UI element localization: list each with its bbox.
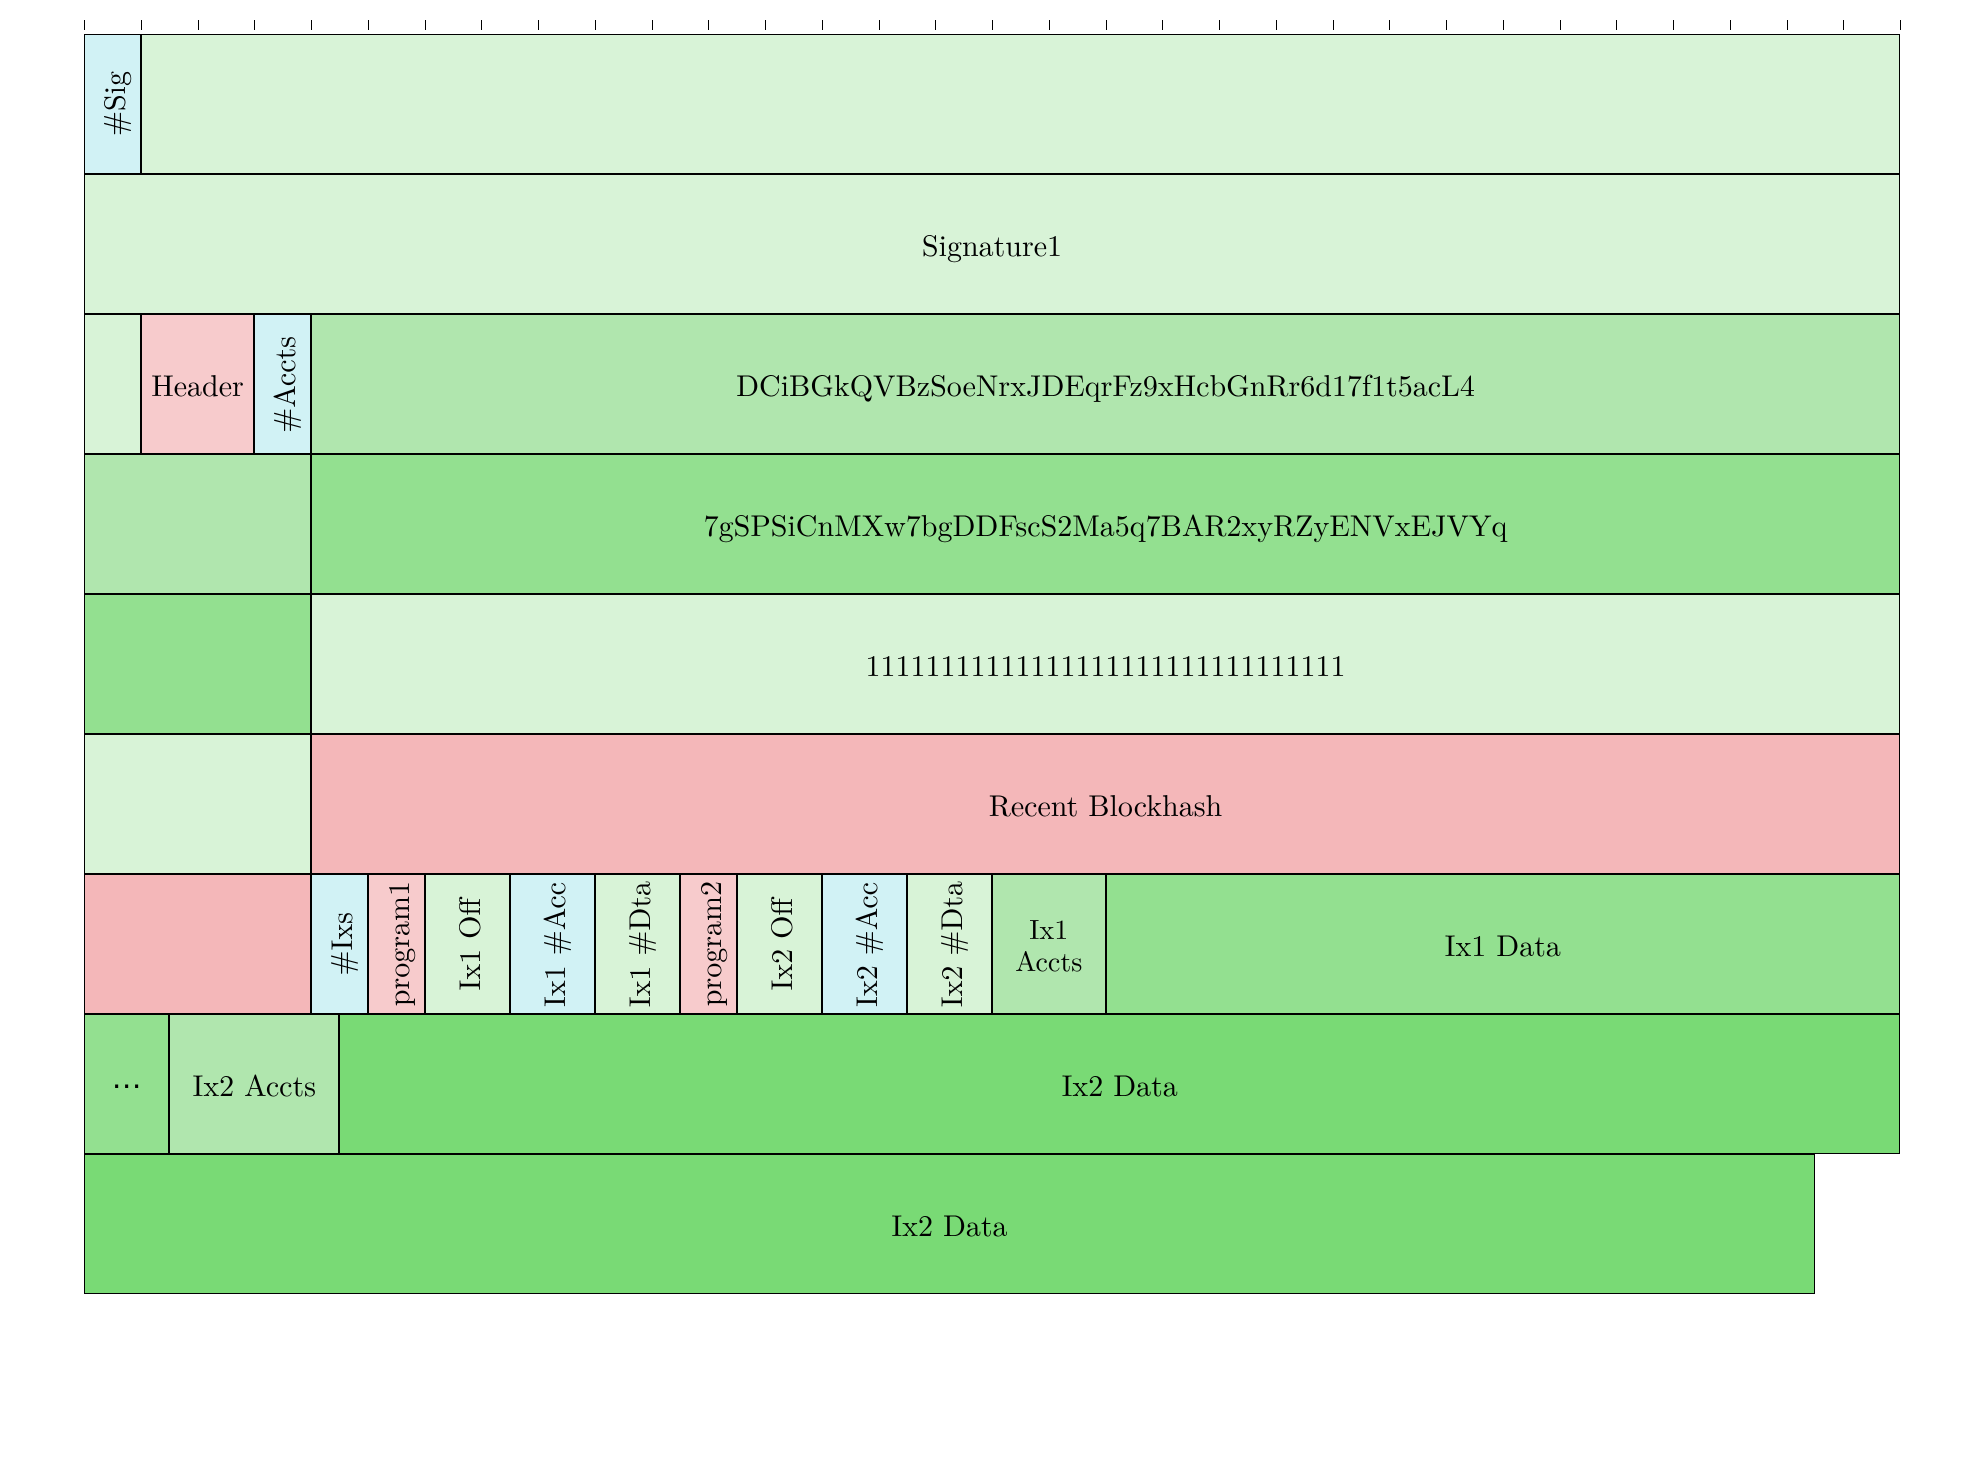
byte-tick — [765, 20, 766, 30]
layout-cell — [84, 734, 311, 874]
byte-tick — [652, 20, 653, 30]
byte-tick — [879, 20, 880, 30]
byte-tick — [425, 20, 426, 30]
cell-label: Ix2 Accts — [187, 1067, 322, 1102]
layout-cell: Ix2 Off — [737, 874, 822, 1014]
layout-cell: Signature1 — [84, 174, 1900, 314]
byte-tick — [311, 20, 312, 30]
layout-row: #Sig — [84, 34, 1900, 174]
layout-grid: #Sig Signature1 Header #Accts DCiBGkQVBzSoeN… — [84, 34, 1900, 1294]
layout-cell: program2 — [680, 874, 737, 1014]
cell-label: Ix1 #Acc — [531, 882, 574, 1007]
byte-tick — [1503, 20, 1504, 30]
layout-row: 7gSPSiCnMXw7bgDDFscS2Ma5q7BAR2xyRZyENVxE… — [84, 454, 1900, 594]
layout-cell: 7gSPSiCnMXw7bgDDFscS2Ma5q7BAR2xyRZyENVxE… — [311, 454, 1900, 594]
byte-tick — [368, 20, 369, 30]
byte-tick — [1616, 20, 1617, 30]
layout-cell: Recent Blockhash — [311, 734, 1900, 874]
byte-tick — [1787, 20, 1788, 30]
byte-tick — [935, 20, 936, 30]
cell-label: program2 — [687, 881, 730, 1006]
layout-cell: ⋯ — [84, 1014, 169, 1154]
cell-label: Header — [145, 367, 250, 402]
cell-label: Signature1 — [916, 227, 1068, 262]
cell-label: #Sig — [91, 71, 134, 136]
byte-tick — [1219, 20, 1220, 30]
cell-label: ⋯ — [106, 1067, 148, 1102]
byte-tick — [1730, 20, 1731, 30]
cell-label: Ix2 Data — [885, 1207, 1013, 1242]
layout-cell: #Accts — [254, 314, 311, 454]
byte-tick — [822, 20, 823, 30]
byte-tick — [1333, 20, 1334, 30]
byte-tick — [198, 20, 199, 30]
cell-label: program1 — [375, 881, 418, 1006]
layout-row: 11111111111111111111111111111111 — [84, 594, 1900, 734]
layout-row: Ix2 Data — [84, 1154, 1900, 1294]
cell-label: #Accts — [261, 336, 304, 433]
byte-tick — [1389, 20, 1390, 30]
layout-cell: program1 — [368, 874, 425, 1014]
layout-cell: Ix2 #Dta — [907, 874, 992, 1014]
byte-tick — [1049, 20, 1050, 30]
layout-cell: Ix2 #Acc — [822, 874, 907, 1014]
cell-label: Ix1 Off — [446, 898, 489, 991]
layout-row: Signature1 — [84, 174, 1900, 314]
layout-cell: Header — [141, 314, 255, 454]
layout-row: Recent Blockhash — [84, 734, 1900, 874]
layout-cell: Ix2 Data — [84, 1154, 1815, 1294]
byte-tick — [1843, 20, 1844, 30]
cell-label: #Ixs — [318, 912, 361, 975]
byte-layout-diagram: #Sig Signature1 Header #Accts DCiBGkQVBzSoeN… — [84, 20, 1900, 1294]
cell-label: 7gSPSiCnMXw7bgDDFscS2Ma5q7BAR2xyRZyENVxE… — [698, 507, 1514, 542]
byte-tick — [254, 20, 255, 30]
layout-cell: Ix2 Data — [339, 1014, 1900, 1154]
byte-tick — [1900, 20, 1901, 30]
byte-tick — [1276, 20, 1277, 30]
layout-cell: Ix1 #Dta — [595, 874, 680, 1014]
layout-cell: Ix1 Accts — [992, 874, 1106, 1014]
layout-cell: #Sig — [84, 34, 141, 174]
layout-cell — [84, 874, 311, 1014]
cell-label: 11111111111111111111111111111111 — [860, 647, 1352, 682]
cell-label: DCiBGkQVBzSoeNrxJDEqrFz9xHcbGnRr6d17f1t5… — [730, 367, 1481, 402]
layout-cell: Ix1 Off — [425, 874, 510, 1014]
cell-label: Ix1 #Dta — [616, 881, 659, 1007]
byte-ruler — [84, 20, 1900, 34]
byte-tick — [1106, 20, 1107, 30]
byte-tick — [1162, 20, 1163, 30]
byte-tick — [708, 20, 709, 30]
layout-row: #Ixs program1 Ix1 Off Ix1 #Acc Ix1 #Dta progr… — [84, 874, 1900, 1014]
layout-cell: Ix1 Data — [1106, 874, 1901, 1014]
byte-tick — [481, 20, 482, 30]
layout-cell: Ix2 Accts — [169, 1014, 339, 1154]
layout-cell — [84, 314, 141, 454]
byte-tick — [1446, 20, 1447, 30]
layout-row: Header #Accts DCiBGkQVBzSoeNrxJDEqrFz9xHcb… — [84, 314, 1900, 454]
byte-tick — [595, 20, 596, 30]
byte-tick — [141, 20, 142, 30]
cell-label: Ix1 Accts — [993, 912, 1105, 976]
layout-cell: Ix1 #Acc — [510, 874, 595, 1014]
layout-cell: 11111111111111111111111111111111 — [311, 594, 1900, 734]
byte-tick — [992, 20, 993, 30]
cell-label: Ix2 #Acc — [843, 882, 886, 1007]
layout-cell — [84, 454, 311, 594]
cell-label: Ix2 #Dta — [928, 881, 971, 1007]
cell-label: Recent Blockhash — [983, 787, 1228, 822]
layout-cell: DCiBGkQVBzSoeNrxJDEqrFz9xHcbGnRr6d17f1t5… — [311, 314, 1900, 454]
byte-tick — [84, 20, 85, 30]
layout-cell — [141, 34, 1900, 174]
byte-tick — [1673, 20, 1674, 30]
byte-tick — [1560, 20, 1561, 30]
layout-row: ⋯ Ix2 Accts Ix2 Data — [84, 1014, 1900, 1154]
byte-tick — [538, 20, 539, 30]
layout-cell: #Ixs — [311, 874, 368, 1014]
cell-label: Ix2 Off — [758, 898, 801, 991]
layout-cell — [84, 594, 311, 734]
cell-label: Ix1 Data — [1439, 927, 1567, 962]
cell-label: Ix2 Data — [1056, 1067, 1184, 1102]
